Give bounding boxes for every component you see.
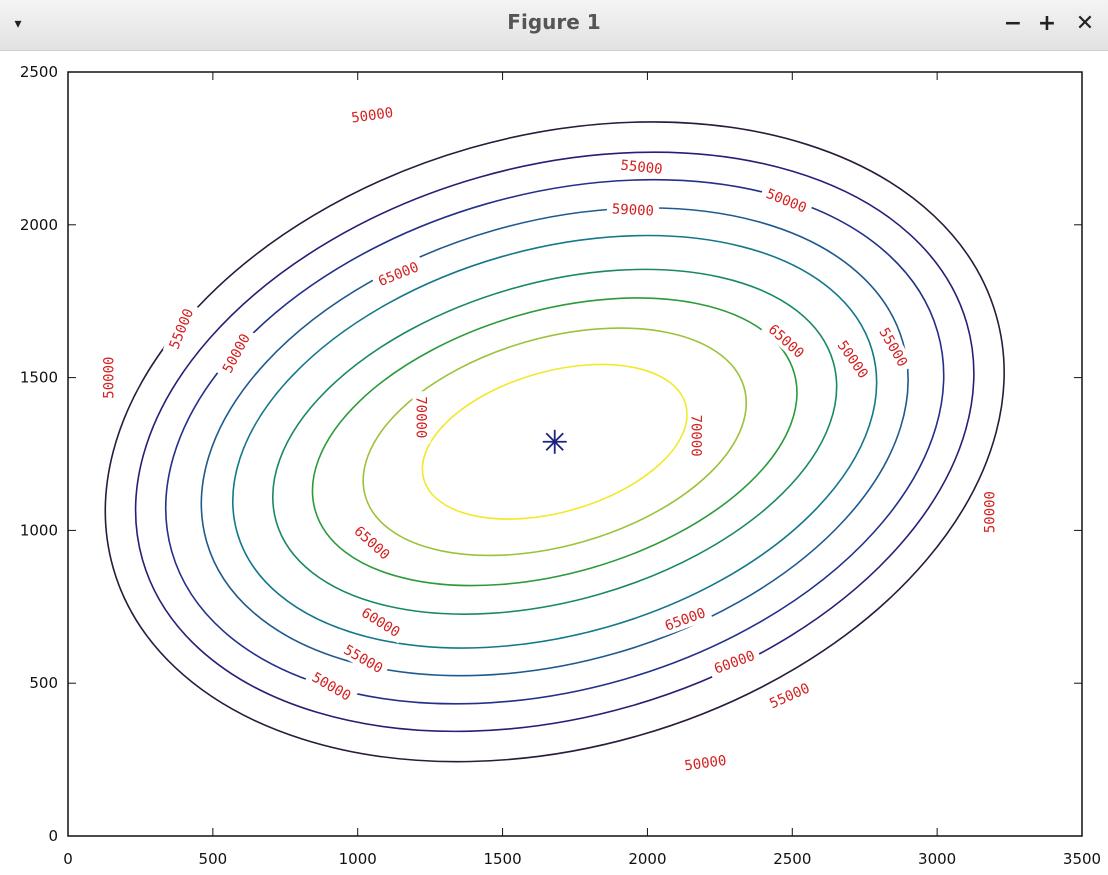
contour-label: 50000 (350, 105, 394, 127)
contour-label-bg (678, 750, 733, 776)
contour-label-bg (215, 325, 257, 381)
contour-line-62500 (272, 268, 838, 615)
x-tick-label: 500 (199, 850, 228, 868)
contour-lines (104, 121, 1005, 763)
contour-label-bg (99, 351, 118, 404)
contour-line-65000 (311, 297, 798, 587)
x-tick-label: 0 (63, 850, 73, 868)
contour-label: 55000 (767, 680, 812, 712)
y-tick-label: 2500 (20, 63, 58, 81)
y-tick-label: 500 (29, 674, 58, 692)
contour-label-bg (354, 600, 408, 644)
contour-line-50000 (104, 121, 1005, 763)
maximize-button[interactable]: + (1037, 11, 1057, 36)
contour-label-bg (346, 518, 398, 567)
contour-line-57500 (200, 207, 909, 677)
y-axis-ticks: 0 500 1000 1500 2000 2500 (20, 63, 1082, 845)
contour-label-bg (657, 601, 713, 637)
contour-label-bg (980, 486, 999, 539)
x-tick-label: 3500 (1063, 850, 1101, 868)
y-tick-label: 2000 (20, 216, 58, 234)
x-axis-ticks: 0 500 1000 1500 2000 2500 3000 3500 (63, 72, 1101, 868)
contour-label-bg (687, 409, 706, 462)
x-tick-label: 1000 (339, 850, 377, 868)
asterisk-marker-stroke (545, 432, 564, 451)
contour-label-bg (614, 155, 669, 179)
x-tick-label: 1500 (483, 850, 521, 868)
contour-label-bg (370, 255, 426, 292)
contour-label: 59000 (611, 201, 654, 219)
title-bar[interactable]: ▾ Figure 1 − + ✕ (0, 0, 1108, 51)
contour-line-60000 (232, 234, 878, 649)
y-tick-label: 1500 (20, 369, 58, 387)
contour-label: 50000 (102, 357, 118, 399)
x-tick-label: 2000 (628, 850, 666, 868)
minimize-button[interactable]: − (1003, 11, 1023, 36)
axes-box (67, 71, 1083, 837)
contour-line-70000 (421, 363, 688, 520)
contour-label: 55000 (341, 642, 386, 677)
contour-line-55000 (164, 178, 945, 705)
contour-label-bg (759, 182, 814, 219)
close-button[interactable]: ✕ (1075, 11, 1095, 36)
contour-label: 70000 (688, 415, 704, 457)
contour-line-52500 (134, 151, 975, 733)
x-tick-label: 3000 (918, 850, 956, 868)
window-title: Figure 1 (507, 10, 601, 34)
contour-label: 50000 (982, 491, 998, 533)
contour-label: 70000 (412, 396, 428, 438)
contour-label-bg (336, 637, 391, 680)
dropdown-arrow-icon[interactable]: ▾ (14, 16, 22, 32)
contour-label-bg (872, 320, 915, 375)
contour-label-bg (304, 665, 359, 708)
contour-line-67500 (362, 327, 748, 557)
contour-label-bg (606, 199, 660, 220)
contour-label: 50000 (309, 670, 354, 705)
contour-label: 55000 (620, 158, 664, 178)
contour-label-bg (830, 332, 876, 386)
contour-label: 50000 (834, 338, 871, 382)
contour-label-bg (162, 301, 200, 357)
contour-label: 50000 (684, 753, 728, 775)
y-tick-label: 0 (48, 827, 58, 845)
contour-label-bg (706, 644, 762, 680)
contour-label-bg (761, 676, 817, 715)
contour-label-bg (412, 391, 431, 444)
y-tick-label: 1000 (20, 521, 58, 539)
center-marker (542, 429, 567, 454)
x-tick-label: 2500 (773, 850, 811, 868)
contour-label-bg (345, 102, 400, 128)
contour-label: 50000 (220, 331, 254, 376)
contour-label-bg (761, 316, 812, 366)
